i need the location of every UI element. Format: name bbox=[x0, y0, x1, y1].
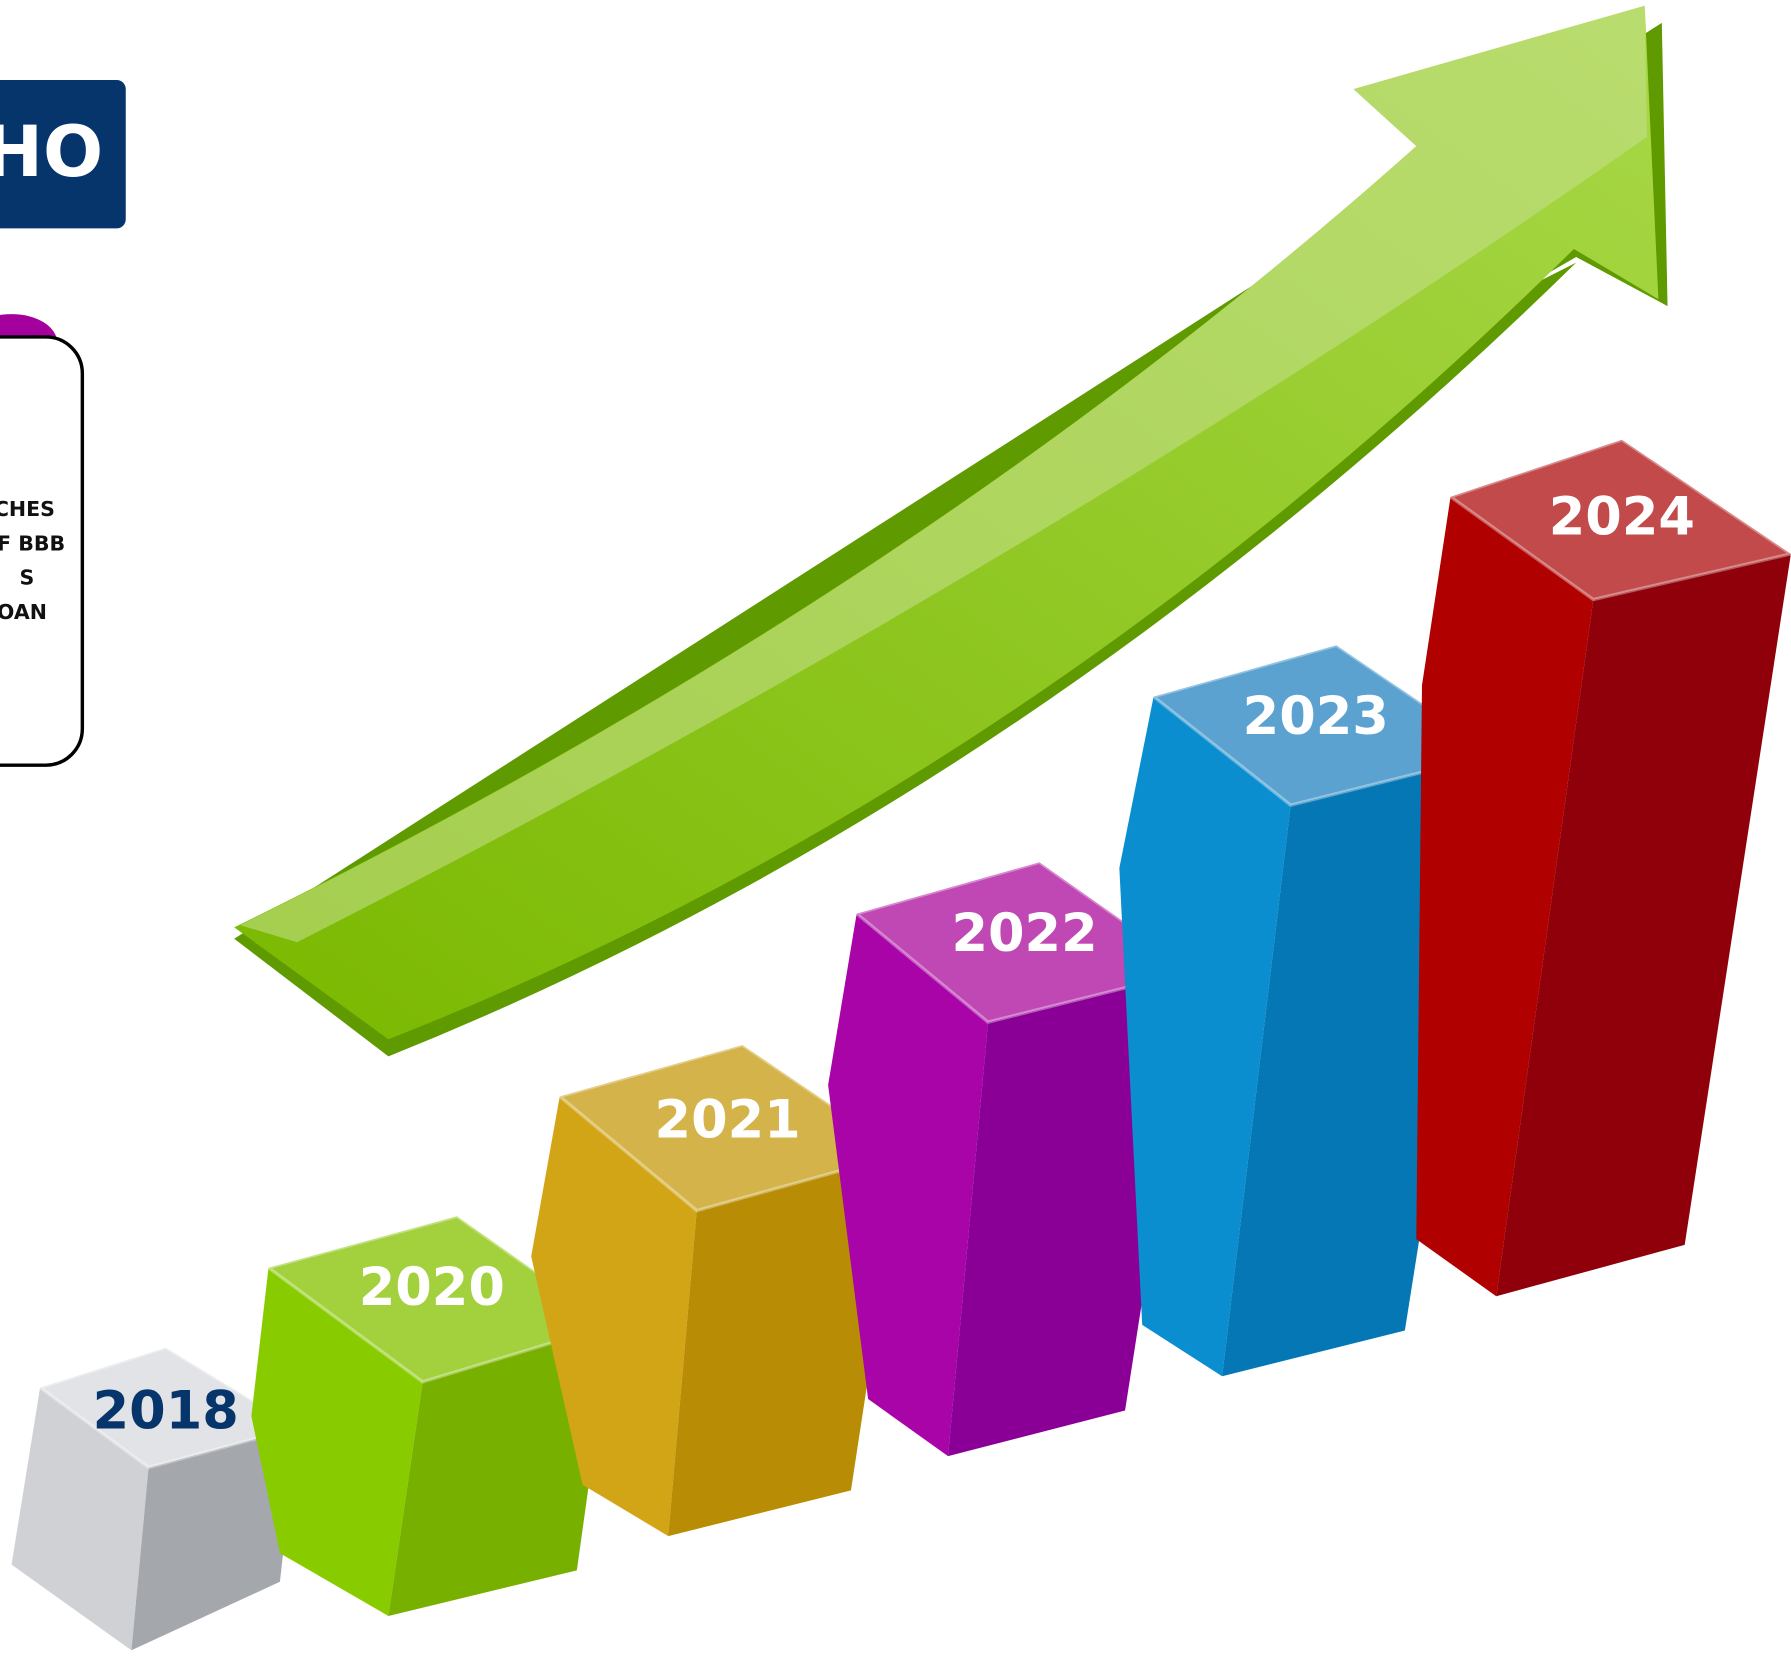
arrow-highlight bbox=[239, 5, 1647, 943]
note-line: F BBB bbox=[0, 531, 65, 555]
badge-text: HO bbox=[0, 110, 103, 193]
cube-left bbox=[531, 1096, 697, 1537]
badge bbox=[0, 79, 126, 229]
cube-left bbox=[251, 1267, 423, 1617]
year-label: 2024 bbox=[1549, 486, 1695, 547]
cube-right bbox=[131, 1427, 298, 1651]
note-line: OAN bbox=[0, 600, 47, 624]
cube-left bbox=[1416, 496, 1594, 1297]
cube-right bbox=[388, 1324, 612, 1617]
cube-left bbox=[1119, 696, 1291, 1377]
cube-right bbox=[668, 1153, 903, 1537]
cube-left bbox=[11, 1387, 149, 1651]
year-label: 2020 bbox=[359, 1257, 505, 1318]
year-label: 2018 bbox=[93, 1381, 239, 1442]
note-card bbox=[0, 335, 85, 767]
note-line: CHES bbox=[0, 497, 55, 521]
year-label: 2022 bbox=[951, 903, 1097, 964]
cube-right bbox=[1496, 553, 1791, 1297]
cube-left bbox=[828, 913, 989, 1457]
note-line: S bbox=[20, 566, 35, 590]
year-label: 2021 bbox=[655, 1089, 801, 1150]
year-label: 2023 bbox=[1243, 686, 1389, 747]
